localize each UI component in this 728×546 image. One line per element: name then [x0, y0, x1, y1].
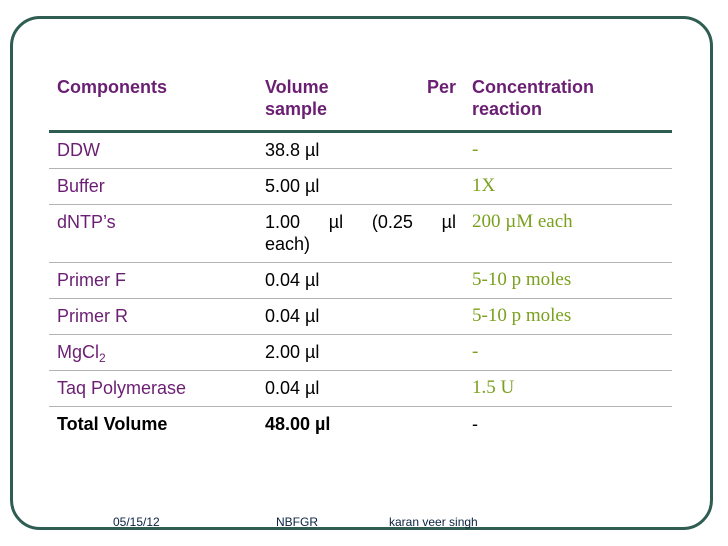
- footer-date: 05/15/12: [113, 515, 160, 529]
- table-row: Taq Polymerase 0.04 µl 1.5 U: [49, 370, 672, 407]
- footer-author: karan veer singh: [389, 515, 478, 529]
- footer-organization: NBFGR: [276, 515, 318, 529]
- pcr-components-table: Components Volume Per sample Concentrati…: [49, 70, 672, 442]
- table-total-row: Total Volume 48.00 µl -: [49, 407, 672, 443]
- component-cell: MgCl2: [49, 334, 257, 371]
- concentration-cell: 5-10 p moles: [464, 262, 672, 299]
- concentration-cell: 1X: [464, 168, 672, 205]
- total-concentration: -: [472, 414, 478, 434]
- concentration-cell: 200 µM each: [464, 204, 672, 263]
- volume-cell: 0.04 µl: [257, 262, 464, 299]
- volume-cell: 0.04 µl: [257, 370, 464, 407]
- volume-cell: 38.8 µl: [257, 131, 464, 169]
- slide-frame: [10, 16, 713, 530]
- component-cell: Primer R: [49, 298, 257, 335]
- table-row: Primer F 0.04 µl 5-10 p moles: [49, 262, 672, 299]
- component-cell: Buffer: [49, 168, 257, 205]
- concentration-cell: -: [464, 131, 672, 169]
- table-row: DDW 38.8 µl -: [49, 131, 672, 169]
- table-row: Primer R 0.04 µl 5-10 p moles: [49, 298, 672, 335]
- volume-cell: 0.04 µl: [257, 298, 464, 335]
- component-cell: DDW: [49, 131, 257, 169]
- component-cell: Taq Polymerase: [49, 370, 257, 407]
- total-volume: 48.00 µl: [265, 414, 331, 434]
- component-cell: dNTP’s: [49, 204, 257, 263]
- volume-cell: 1.00 µl (0.25 µl each): [257, 204, 464, 263]
- table-row: MgCl2 2.00 µl -: [49, 334, 672, 371]
- total-label: Total Volume: [57, 414, 168, 434]
- header-components: Components: [49, 70, 257, 133]
- table-header-row: Components Volume Per sample Concentrati…: [49, 70, 672, 133]
- table-row: dNTP’s 1.00 µl (0.25 µl each) 200 µM eac…: [49, 204, 672, 263]
- volume-cell: 5.00 µl: [257, 168, 464, 205]
- concentration-cell: 5-10 p moles: [464, 298, 672, 335]
- concentration-cell: -: [464, 334, 672, 371]
- concentration-cell: 1.5 U: [464, 370, 672, 407]
- header-volume: Volume Per sample: [257, 70, 464, 133]
- component-cell: Primer F: [49, 262, 257, 299]
- table-row: Buffer 5.00 µl 1X: [49, 168, 672, 205]
- volume-cell: 2.00 µl: [257, 334, 464, 371]
- header-concentration: Concentration reaction: [464, 70, 672, 133]
